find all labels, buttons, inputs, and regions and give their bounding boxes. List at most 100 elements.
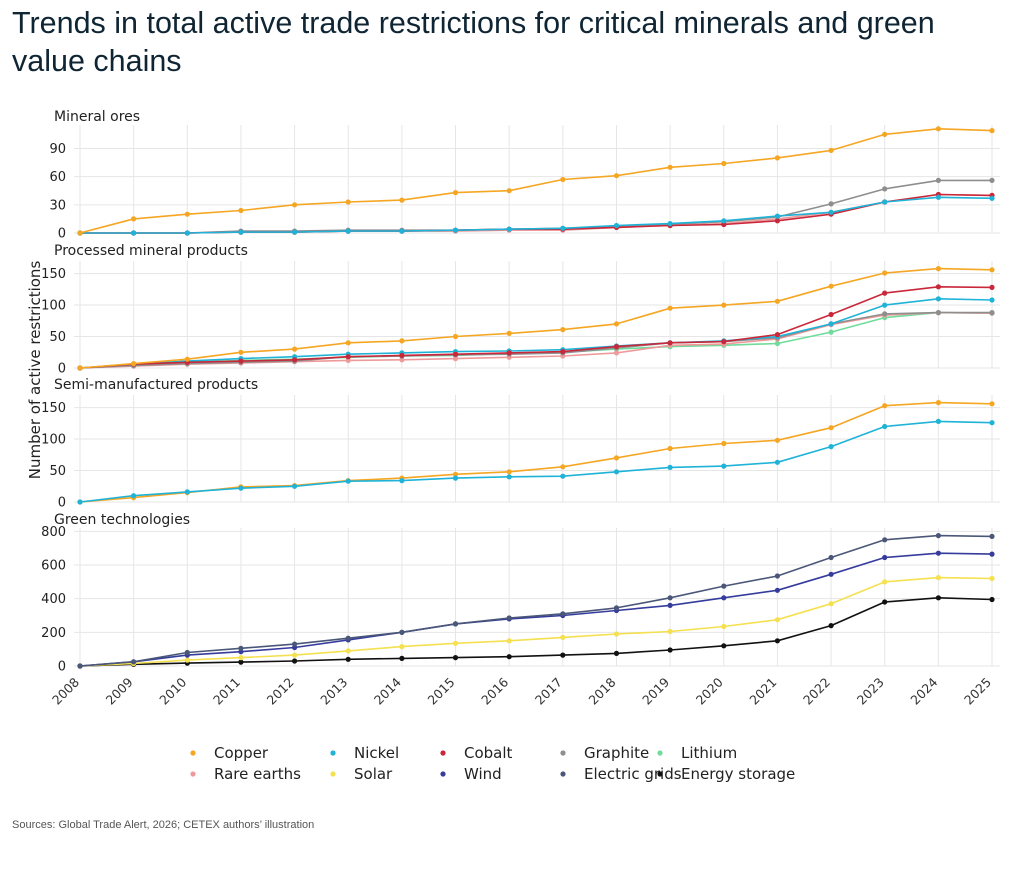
panel-mineral-ores-series-copper-point [345,199,351,205]
panel-processed-mineral-products-series-copper-point [828,283,834,289]
panel-mineral-ores-series-copper-point [77,230,83,236]
panel-green-technologies-series-solar-point [345,648,351,654]
panel-green-technologies-series-electric-grids-line [79,534,993,667]
legend-label-cobalt: Cobalt [464,744,513,762]
panel-green-technologies-series-energy-storage-point [721,643,727,649]
panel-mineral-ores-series-nickel-point [935,194,942,200]
panel-mineral-ores-series-nickel-point [238,229,244,235]
panel-processed-mineral-products-series-copper-point [613,321,620,327]
panel-mineral-ores-series-nickel-point [345,228,351,234]
panel-semi-manufactured-products-title: Semi-manufactured products [54,377,258,393]
legend-label-electric-grids: Electric grids [584,765,682,783]
panel-mineral-ores-ytick-label: 60 [49,170,66,185]
panel-semi-manufactured-products-series-copper-point [560,464,566,470]
panel-mineral-ores-series-copper-point [452,190,459,196]
panel-green-technologies-series-electric-grids-point [882,537,888,543]
panel-semi-manufactured-products-series-nickel-point [882,423,888,430]
panel-semi-manufactured-products-series-copper-point [774,437,781,443]
panel-mineral-ores-ytick-label: 0 [58,227,66,242]
panel-green-technologies-series-energy-storage-line [79,596,993,667]
xtick-label: 2017 [532,675,565,708]
panel-mineral-ores-series-nickel-point [667,221,673,227]
xtick-label: 2008 [49,674,82,707]
panel-mineral-ores-series-nickel-point [292,229,298,235]
panel-green-technologies-series-electric-grids-point [238,645,244,651]
panel-semi-manufactured-products-series-nickel-point [131,493,137,499]
panel-semi-manufactured-products-series-nickel-line [79,420,993,503]
panel-processed-mineral-products-series-copper-point [506,330,512,336]
panel-green-technologies-series-solar-point [667,628,673,635]
panel-mineral-ores-series-copper-point [989,128,995,134]
panel-mineral-ores-series-copper-line [79,128,993,234]
panel-semi-manufactured-products-series-nickel-point [989,420,995,426]
xtick-label: 2024 [907,674,940,707]
panel-green-technologies-series-electric-grids-point [828,554,834,561]
panel-green-technologies-series-energy-storage-point [828,623,834,629]
panel-semi-manufactured-products-series-nickel-point [613,469,620,475]
panel-mineral-ores-series-graphite-point [882,186,888,192]
panel-green-technologies-series-solar-point [721,623,727,630]
panel-processed-mineral-products-series-rare-earths-point [613,350,620,356]
panel-green-technologies-series-energy-storage-point [989,596,995,603]
panel-processed-mineral-products-series-copper-point [77,365,83,371]
legend-marker-electric-grids [560,771,566,777]
panel-mineral-ores-series-nickel-point [774,213,781,219]
panel-green-technologies-series-electric-grids-point [989,533,995,540]
legend-marker-graphite [560,750,566,756]
panel-processed-mineral-products-series-nickel-line [79,297,993,369]
panel-green-technologies-series-electric-grids-point [399,629,405,635]
xtick-label: 2021 [746,675,779,708]
panel-green-technologies-series-solar-point [613,631,620,637]
legend-marker-solar [330,771,336,777]
panel-processed-mineral-products-ytick-label: 50 [49,330,66,345]
panel-semi-manufactured-products-series-copper-point [506,469,512,475]
panel-processed-mineral-products-series-cobalt-point [721,339,727,345]
panel-mineral-ores-series-nickel-point [560,225,566,231]
panel-green-technologies-ytick-label: 600 [41,559,66,574]
panel-green-technologies-title: Green technologies [54,512,190,528]
panel-processed-mineral-products-series-copper-point [882,270,888,276]
panel-processed-mineral-products-ytick-label: 150 [41,267,66,282]
panel-processed-mineral-products-series-copper-point [721,302,727,308]
panel-green-technologies-series-electric-grids-point [77,663,83,669]
panel-processed-mineral-products-series-cobalt-point [774,332,781,338]
panel-semi-manufactured-products-series-nickel-point [935,418,942,424]
panel-semi-manufactured-products-series-nickel-point [238,485,244,491]
panel-processed-mineral-products-series-nickel-point [882,302,888,308]
panel-semi-manufactured-products-series-copper-point [721,440,727,447]
panel-green-technologies-series-solar-point [184,657,190,663]
panel-green-technologies-series-energy-storage-point [882,599,888,605]
panel-semi-manufactured-products-series-nickel-point [399,478,405,484]
panel-green-technologies-series-solar-point [882,579,888,585]
panel-green-technologies-series-solar-point [989,575,995,582]
panel-mineral-ores-series-graphite-point [828,201,834,207]
panel-processed-mineral-products-series-cobalt-point [506,350,512,356]
panel-green-technologies-series-solar-point [560,634,566,641]
panel-mineral-ores-series-nickel-line [80,196,993,234]
panel-mineral-ores-series-copper-point [292,202,298,208]
legend-label-wind: Wind [464,765,502,783]
legend-marker-copper [190,750,196,756]
panel-mineral-ores-series-nickel-point [399,228,405,234]
panel-semi-manufactured-products-series-nickel-point [774,459,781,465]
panel-green-technologies-series-energy-storage-point [292,658,298,664]
panel-mineral-ores-series-copper-point [935,126,942,132]
panel-mineral-ores-series-cobalt-point [774,218,781,224]
panel-green-technologies-series-solar-point [828,601,834,607]
panel-mineral-ores-series-copper-point [184,211,190,217]
panel-semi-manufactured-products-series-nickel-point [345,478,351,484]
panel-processed-mineral-products-series-graphite-line [79,311,992,369]
panel-green-technologies-series-solar-point [774,617,781,623]
panel-processed-mineral-products-series-cobalt-point [989,284,995,290]
panel-processed-mineral-products-series-copper-point [345,340,351,346]
panel-green-technologies-series-energy-storage-point [345,656,351,662]
panel-semi-manufactured-products-series-nickel-point [667,464,673,470]
panel-mineral-ores-title: Mineral ores [54,109,140,125]
xtick-label: 2010 [156,674,189,707]
panel-green-technologies-series-energy-storage-point [560,652,566,658]
panel-green-technologies-series-electric-grids-point [452,621,459,627]
xtick-label: 2013 [317,675,350,708]
panel-green-technologies-ytick-label: 400 [41,592,66,607]
panel-processed-mineral-products-series-nickel-point [828,321,834,327]
